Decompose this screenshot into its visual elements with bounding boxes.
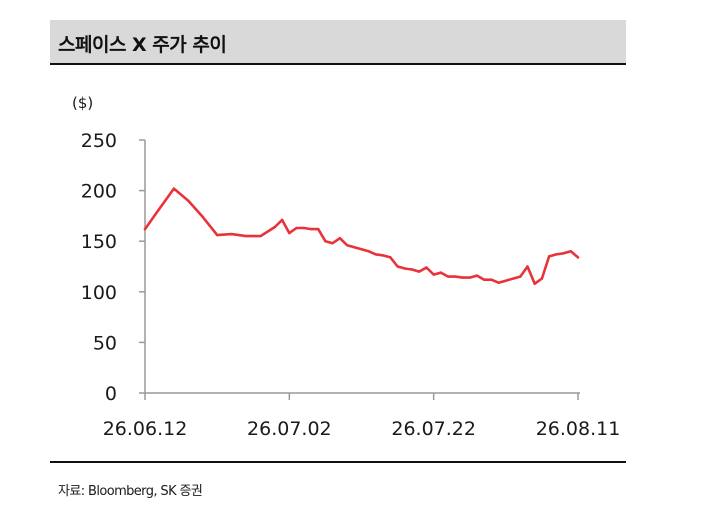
- price-data-point: [280, 218, 284, 222]
- price-data-point: [547, 255, 551, 258]
- price-series-line: [143, 187, 580, 286]
- price-data-point: [562, 252, 565, 255]
- price-data-point: [576, 256, 580, 259]
- chart-title: 스페이스 X 주가 추이: [58, 34, 227, 56]
- x-tick-label: 26.08.11: [536, 418, 621, 440]
- y-tick-label: 0: [105, 383, 117, 405]
- price-data-point: [555, 253, 558, 256]
- price-data-point: [230, 232, 233, 236]
- price-data-point: [533, 282, 536, 285]
- price-data-point: [143, 227, 147, 231]
- price-data-point: [244, 234, 248, 238]
- price-data-point: [425, 266, 428, 269]
- y-axis-unit-label: ($): [72, 94, 93, 112]
- price-data-point: [483, 278, 486, 281]
- price-data-point: [468, 276, 471, 279]
- price-data-point: [497, 281, 500, 284]
- price-data-point: [519, 275, 522, 278]
- price-data-point: [309, 227, 313, 231]
- price-data-point: [461, 276, 464, 279]
- price-data-point: [259, 234, 262, 238]
- price-data-point: [454, 275, 457, 278]
- price-data-point: [317, 227, 320, 231]
- price-data-point: [374, 253, 378, 256]
- x-tick-label: 26.07.02: [247, 418, 332, 440]
- x-tick-label: 26.07.22: [391, 418, 476, 440]
- price-data-point: [295, 226, 298, 230]
- price-data-point: [389, 256, 392, 259]
- price-data-point: [396, 265, 399, 268]
- price-data-point: [172, 187, 176, 190]
- y-tick-label: 100: [81, 282, 117, 304]
- price-data-point: [403, 267, 406, 270]
- price-data-point: [511, 277, 515, 280]
- price-data-point: [338, 237, 342, 240]
- price-data-point: [288, 231, 291, 235]
- price-data-point: [302, 226, 305, 230]
- price-data-point: [540, 277, 544, 280]
- y-tick-label: 250: [81, 130, 117, 152]
- x-tick-label: 26.06.12: [103, 418, 188, 440]
- price-data-point: [331, 242, 334, 245]
- price-data-point: [439, 271, 443, 274]
- price-data-point: [446, 275, 450, 278]
- price-data-point: [504, 279, 507, 282]
- y-tick-label: 50: [93, 332, 117, 354]
- price-data-point: [353, 246, 356, 249]
- price-data-point: [490, 278, 493, 281]
- price-data-point: [158, 207, 161, 210]
- price-data-point: [187, 199, 190, 202]
- price-data-point: [324, 240, 327, 243]
- bottom-divider: [50, 461, 626, 463]
- price-data-point: [360, 248, 363, 251]
- price-data-point: [367, 250, 370, 253]
- y-tick-label: 150: [81, 231, 117, 253]
- price-data-point: [216, 233, 219, 237]
- price-data-point: [475, 274, 479, 277]
- price-data-point: [381, 254, 385, 257]
- y-tick-label: 200: [81, 181, 117, 203]
- price-data-point: [201, 215, 204, 219]
- source-note: 자료: Bloomberg, SK 증권: [58, 484, 203, 499]
- chart-title-bar: 스페이스 X 주가 추이: [50, 20, 626, 65]
- price-data-point: [418, 270, 421, 273]
- price-data-point: [273, 225, 277, 229]
- price-data-point: [432, 273, 435, 276]
- price-data-point: [569, 250, 572, 253]
- price-data-point: [410, 268, 414, 271]
- price-data-point: [345, 244, 349, 247]
- price-data-point: [526, 265, 529, 268]
